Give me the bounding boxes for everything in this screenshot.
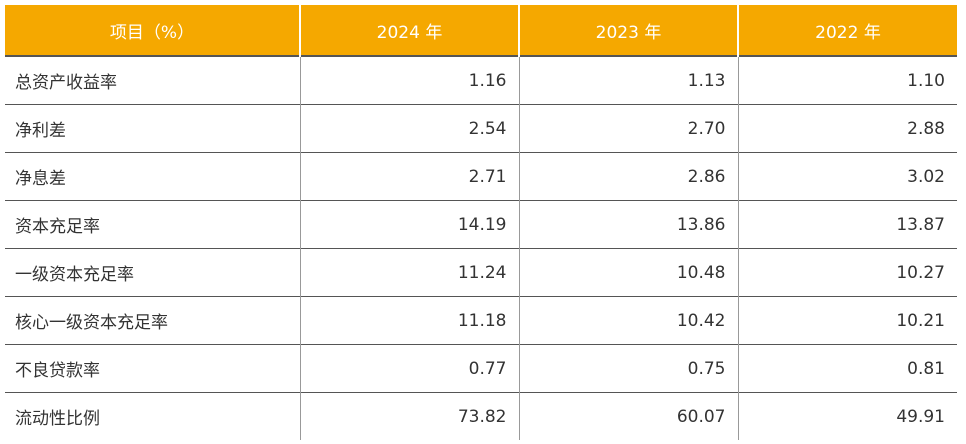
value-cell: 0.81 [737, 344, 957, 393]
value-cell: 0.77 [299, 344, 519, 393]
header-cell: 2024 年 [299, 5, 519, 56]
row-label: 核心一级资本充足率 [5, 296, 300, 345]
data-table: 项目（%） 2024 年 2023 年 2022 年 总资产收益率 1.16 1.13 1.… [5, 5, 957, 440]
row-label: 净利差 [5, 104, 300, 153]
table-row: 核心一级资本充足率 11.18 10.42 10.21 [5, 296, 957, 345]
value-cell: 73.82 [299, 392, 519, 440]
value-cell: 11.24 [299, 248, 519, 297]
value-cell: 1.16 [299, 55, 519, 105]
value-cell: 2.70 [518, 104, 738, 153]
row-label: 不良贷款率 [5, 344, 300, 393]
value-cell: 1.13 [518, 55, 738, 105]
value-cell: 14.19 [299, 200, 519, 249]
header-cell: 2023 年 [518, 5, 738, 56]
table-row: 总资产收益率 1.16 1.13 1.10 [5, 55, 957, 105]
row-label: 一级资本充足率 [5, 248, 300, 297]
table-row: 资本充足率 14.19 13.86 13.87 [5, 200, 957, 249]
table-row: 净利差 2.54 2.70 2.88 [5, 104, 957, 153]
header-cell: 项目（%） [5, 5, 300, 56]
value-cell: 49.91 [737, 392, 957, 440]
value-cell: 2.86 [518, 152, 738, 201]
value-cell: 2.88 [737, 104, 957, 153]
row-label: 流动性比例 [5, 392, 300, 440]
value-cell: 13.86 [518, 200, 738, 249]
value-cell: 10.42 [518, 296, 738, 345]
value-cell: 3.02 [737, 152, 957, 201]
value-cell: 60.07 [518, 392, 738, 440]
value-cell: 2.54 [299, 104, 519, 153]
value-cell: 10.21 [737, 296, 957, 345]
row-label: 净息差 [5, 152, 300, 201]
header-cell: 2022 年 [737, 5, 957, 56]
value-cell: 0.75 [518, 344, 738, 393]
value-cell: 2.71 [299, 152, 519, 201]
value-cell: 1.10 [737, 55, 957, 105]
value-cell: 11.18 [299, 296, 519, 345]
value-cell: 13.87 [737, 200, 957, 249]
table-row: 一级资本充足率 11.24 10.48 10.27 [5, 248, 957, 297]
row-label: 资本充足率 [5, 200, 300, 249]
table-row: 净息差 2.71 2.86 3.02 [5, 152, 957, 201]
row-label: 总资产收益率 [5, 55, 300, 105]
table-row: 流动性比例 73.82 60.07 49.91 [5, 392, 957, 440]
table-body: 总资产收益率 1.16 1.13 1.10 净利差 2.54 2.70 2.88 净息差 2.71… [5, 55, 957, 440]
value-cell: 10.48 [518, 248, 738, 297]
value-cell: 10.27 [737, 248, 957, 297]
table-row: 不良贷款率 0.77 0.75 0.81 [5, 344, 957, 393]
header-row: 项目（%） 2024 年 2023 年 2022 年 [5, 5, 957, 56]
